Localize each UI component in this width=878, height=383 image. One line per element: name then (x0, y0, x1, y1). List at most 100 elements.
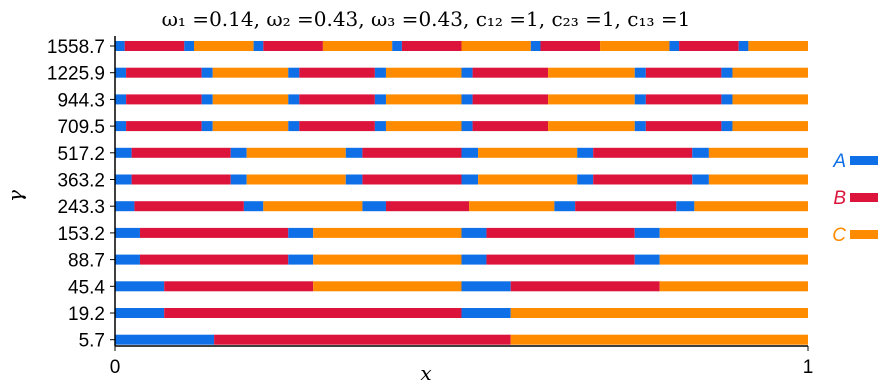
bar-segment-A-row-0-seg-7 (392, 41, 402, 51)
y-tick-label-4: 517.2 (57, 144, 105, 165)
bar-segment-A-row-6-seg-0 (115, 201, 135, 212)
bar-segment-C-row-4-seg-3 (246, 147, 346, 158)
y-tick-label-0: 1558.7 (47, 37, 105, 58)
bar-segment-B-row-2-seg-1 (126, 94, 202, 105)
bar-segment-A-row-3-seg-8 (461, 121, 473, 132)
bar-segment-A-row-3-seg-4 (288, 121, 300, 132)
bar-segment-C-row-3-seg-14 (732, 121, 808, 132)
bar-segment-A-row-7-seg-4 (461, 227, 487, 238)
bar-segment-B-row-0-seg-8 (401, 41, 462, 51)
bar-segment-C-row-2-seg-10 (548, 94, 635, 105)
y-tick-label-11: 5.7 (79, 331, 105, 352)
bar-segment-A-row-6-seg-7 (554, 201, 576, 212)
y-tick-label-8: 88.7 (68, 251, 105, 272)
bar-segment-C-row-0-seg-6 (322, 41, 393, 51)
x-axis-label: x (420, 361, 431, 383)
bar-segment-A-row-8-seg-6 (634, 254, 660, 265)
bar-segment-A-row-5-seg-8 (577, 174, 594, 185)
bar-segment-A-row-9-seg-3 (461, 281, 511, 292)
bar-segment-B-row-6-seg-8 (575, 201, 677, 212)
bar-segment-B-row-6-seg-1 (134, 201, 244, 212)
bar-segment-C-row-0-seg-12 (600, 41, 670, 51)
bar-segment-B-row-5-seg-5 (362, 174, 462, 185)
bar-segment-B-row-5-seg-1 (131, 174, 231, 185)
legend-swatch-C (850, 230, 878, 239)
bar-segment-A-row-6-seg-9 (676, 201, 695, 212)
bar-segment-A-row-6-seg-2 (243, 201, 264, 212)
bar-segment-A-row-8-seg-0 (115, 254, 140, 265)
bar-segment-A-row-1-seg-4 (288, 67, 300, 78)
chart-title: ω₁ =0.14, ω₂ =0.43, ω₃ =0.43, c₁₂ =1, c₂… (162, 7, 691, 31)
bar-segment-A-row-1-seg-8 (461, 67, 473, 78)
bar-segment-A-row-0-seg-4 (253, 41, 264, 51)
bar-segment-A-row-5-seg-0 (115, 174, 132, 185)
bar-segment-C-row-9-seg-2 (313, 281, 462, 292)
bar-segment-A-row-1-seg-0 (115, 67, 127, 78)
bar-segment-C-row-6-seg-10 (694, 201, 808, 212)
bar-segment-B-row-0-seg-5 (263, 41, 323, 51)
bar-segment-C-row-1-seg-3 (212, 67, 289, 78)
bar-segment-C-row-1-seg-10 (548, 67, 635, 78)
bar-segment-A-row-5-seg-2 (230, 174, 247, 185)
y-tick-label-2: 944.3 (57, 90, 105, 111)
bar-segment-A-row-3-seg-2 (201, 121, 213, 132)
y-tick-label-10: 19.2 (68, 304, 105, 325)
bar-segment-A-row-7-seg-0 (115, 227, 140, 238)
bar-segment-B-row-7-seg-5 (486, 227, 635, 238)
bar-segment-C-row-10-seg-3 (510, 308, 808, 318)
y-axis-label: γ (3, 190, 27, 202)
bar-segment-C-row-5-seg-7 (478, 174, 578, 185)
bar-segment-A-row-2-seg-2 (201, 94, 213, 105)
bar-segment-C-row-0-seg-3 (194, 41, 254, 51)
bar-segment-A-row-2-seg-11 (634, 94, 646, 105)
bar-segment-A-row-7-seg-2 (288, 227, 314, 238)
bar-segment-C-row-7-seg-7 (659, 227, 808, 238)
bar-segment-C-row-2-seg-14 (732, 94, 808, 105)
bar-segment-B-row-3-seg-5 (299, 121, 375, 132)
bar-segment-B-row-11-seg-1 (214, 334, 511, 345)
bar-segment-C-row-0-seg-9 (461, 41, 531, 51)
bar-segment-C-row-4-seg-7 (478, 147, 578, 158)
bar-segment-A-row-2-seg-0 (115, 94, 127, 105)
y-tick-labels: 1558.7 1225.9 944.3 709.5 517.2 363.2 243.3 153… (47, 37, 115, 352)
bar-segment-A-row-1-seg-13 (721, 67, 733, 78)
bar-segment-C-row-6-seg-3 (263, 201, 363, 212)
bar-segment-B-row-5-seg-9 (593, 174, 693, 185)
bar-segment-B-row-3-seg-9 (472, 121, 549, 132)
bar-segment-A-row-5-seg-10 (692, 174, 709, 185)
bar-segment-C-row-2-seg-3 (212, 94, 289, 105)
bar-rows (115, 41, 808, 345)
x-tick-label-1: 1 (803, 357, 814, 378)
bar-segment-A-row-3-seg-11 (634, 121, 646, 132)
bar-segment-B-row-1-seg-9 (472, 67, 549, 78)
bar-segment-B-row-4-seg-9 (593, 147, 693, 158)
bar-segment-A-row-10-seg-2 (461, 308, 511, 318)
legend-swatch-A (850, 156, 878, 165)
y-tick-label-3: 709.5 (57, 117, 105, 138)
bar-segment-A-row-0-seg-13 (669, 41, 680, 51)
bar-segment-B-row-0-seg-11 (540, 41, 601, 51)
y-tick-label-9: 45.4 (68, 277, 105, 298)
bar-segment-A-row-11-seg-0 (115, 334, 215, 345)
bar-segment-A-row-5-seg-6 (461, 174, 479, 185)
bar-segment-C-row-5-seg-11 (708, 174, 808, 185)
bar-segment-A-row-6-seg-4 (362, 201, 386, 212)
bar-segment-C-row-1-seg-7 (385, 67, 462, 78)
bar-segment-B-row-2-seg-5 (299, 94, 375, 105)
bar-segment-A-row-1-seg-11 (634, 67, 646, 78)
bar-segment-A-row-3-seg-13 (721, 121, 733, 132)
bar-segment-C-row-3-seg-3 (212, 121, 289, 132)
bar-segment-A-row-7-seg-6 (634, 227, 660, 238)
bar-segment-B-row-1-seg-1 (126, 67, 202, 78)
y-tick-label-1: 1225.9 (47, 64, 105, 85)
bar-segment-B-row-1-seg-12 (645, 67, 722, 78)
y-tick-label-6: 243.3 (57, 197, 105, 218)
bar-segment-C-row-9-seg-5 (659, 281, 808, 292)
bar-segment-C-row-7-seg-3 (313, 227, 462, 238)
bar-segment-B-row-1-seg-5 (299, 67, 375, 78)
bar-segment-B-row-7-seg-1 (139, 227, 289, 238)
bar-segment-C-row-1-seg-14 (732, 67, 808, 78)
legend-swatch-B (850, 193, 878, 202)
bar-segment-A-row-0-seg-10 (530, 41, 541, 51)
